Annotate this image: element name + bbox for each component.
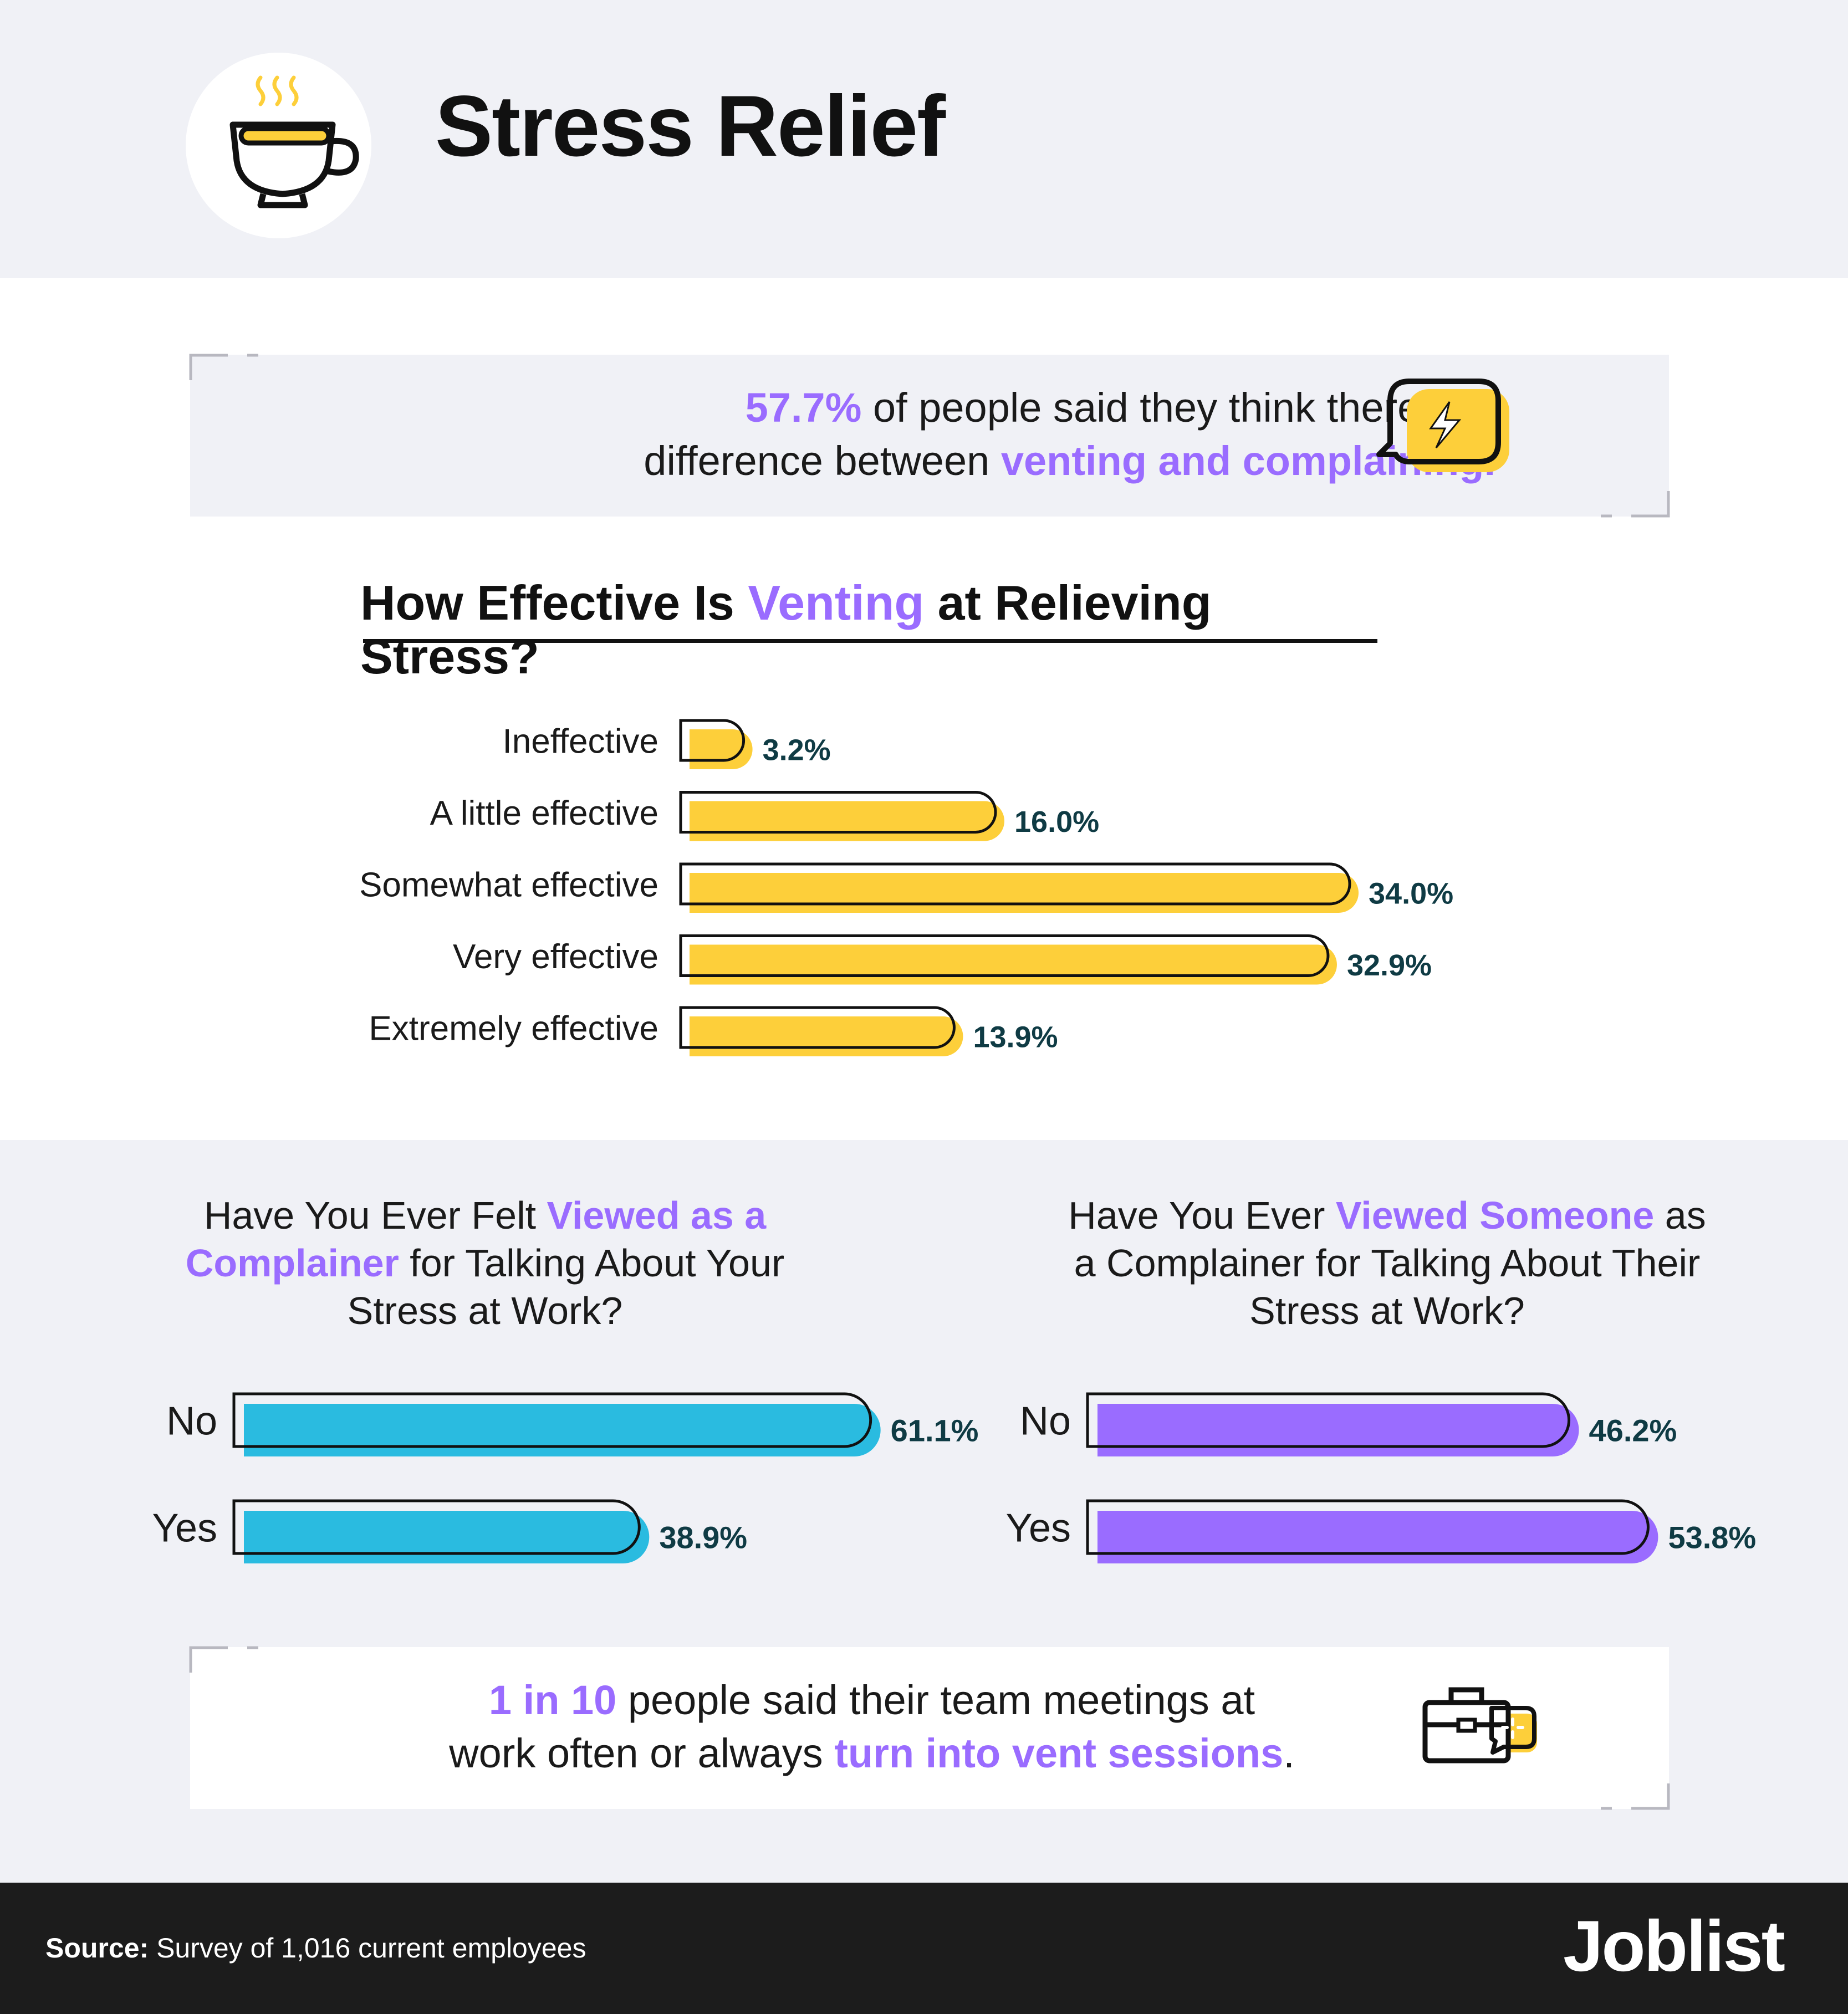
bar-fill bbox=[690, 1016, 963, 1056]
venting-chart-title: How Effective Is Venting at Relieving St… bbox=[360, 575, 1212, 684]
category-label: Somewhat effective bbox=[359, 866, 658, 904]
bar-outline bbox=[1086, 1499, 1650, 1555]
corner-bracket-icon bbox=[1601, 1783, 1670, 1810]
category-label: A little effective bbox=[430, 794, 658, 832]
bar-outline bbox=[679, 862, 1351, 906]
bar-fill bbox=[690, 944, 1337, 985]
source-note: Source: Survey of 1,016 current employee… bbox=[45, 1933, 586, 1964]
value-label: 53.8% bbox=[1668, 1520, 1756, 1555]
value-label: 61.1% bbox=[891, 1413, 979, 1448]
felt-viewed-chart-title: Have You Ever Felt Viewed as a Complaine… bbox=[185, 1194, 785, 1332]
bar-fill bbox=[690, 801, 1004, 841]
bar-outline bbox=[679, 719, 746, 762]
bar-fill bbox=[244, 1404, 881, 1456]
brand-logo: Joblist bbox=[1563, 1905, 1785, 1986]
value-label: 32.9% bbox=[1347, 949, 1432, 982]
bar-fill bbox=[1097, 1511, 1658, 1563]
callout-venting-vs-complaining: 57.7% of people said they think there is… bbox=[189, 354, 1670, 518]
bar-outline bbox=[232, 1392, 872, 1448]
value-label: 13.9% bbox=[973, 1020, 1058, 1054]
category-label: No bbox=[1020, 1399, 1071, 1443]
category-label: No bbox=[166, 1399, 217, 1443]
viewed-someone-chart-title: Have You Ever Viewed Someone as a Compla… bbox=[1068, 1194, 1706, 1332]
corner-bracket-icon bbox=[1601, 491, 1670, 518]
bar-outline bbox=[232, 1499, 641, 1555]
category-label: Very effective bbox=[453, 938, 658, 976]
bar-fill bbox=[690, 873, 1359, 913]
value-label: 46.2% bbox=[1589, 1413, 1677, 1448]
page-title: Stress Relief bbox=[435, 78, 946, 175]
coffee-cup-icon bbox=[186, 53, 371, 238]
bar-fill bbox=[244, 1511, 650, 1563]
callout-stat: 57.7% bbox=[745, 385, 862, 431]
title-underline bbox=[363, 639, 1377, 643]
value-label: 3.2% bbox=[763, 733, 831, 766]
value-label: 38.9% bbox=[659, 1520, 747, 1555]
lightning-speech-bubble-icon bbox=[1376, 379, 1509, 472]
value-label: 34.0% bbox=[1369, 877, 1453, 910]
footer-band bbox=[0, 1883, 1848, 2014]
callout-text: 1 in 10 people said their team meetings … bbox=[449, 1677, 1295, 1776]
corner-bracket-icon bbox=[189, 354, 258, 380]
callout-highlight: turn into vent sessions bbox=[834, 1730, 1284, 1776]
callout-vent-sessions: 1 in 10 people said their team meetings … bbox=[189, 1646, 1670, 1810]
bar-outline bbox=[679, 1006, 956, 1049]
bar-outline bbox=[1086, 1392, 1571, 1448]
callout-stat: 1 in 10 bbox=[488, 1677, 617, 1723]
briefcase-chat-icon bbox=[1422, 1687, 1537, 1763]
category-label: Extremely effective bbox=[369, 1009, 658, 1047]
bar-fill bbox=[1097, 1404, 1579, 1456]
category-label: Yes bbox=[152, 1506, 217, 1550]
category-label: Yes bbox=[1006, 1506, 1071, 1550]
value-label: 16.0% bbox=[1014, 805, 1099, 839]
bar-outline bbox=[679, 791, 997, 834]
category-label: Ineffective bbox=[503, 722, 658, 760]
bar-outline bbox=[679, 934, 1330, 977]
corner-bracket-icon bbox=[189, 1646, 258, 1673]
